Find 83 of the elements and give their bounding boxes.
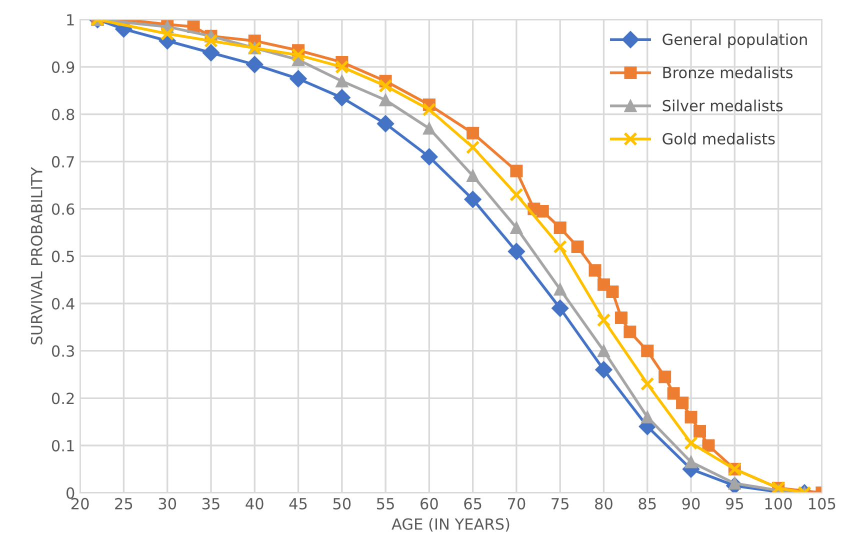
x-tick-label: 30 xyxy=(158,498,176,510)
y-tick-label: 0.7 xyxy=(52,156,74,168)
x-tick-label: 20 xyxy=(71,498,89,510)
point xyxy=(466,140,480,154)
x-tick-label: 80 xyxy=(595,498,612,510)
legend-label: Silver medalists xyxy=(662,100,783,112)
point xyxy=(658,370,672,384)
point xyxy=(676,396,689,410)
point xyxy=(641,344,654,358)
point xyxy=(422,102,436,116)
point xyxy=(336,74,348,88)
point xyxy=(422,122,436,135)
x-tick-label: 40 xyxy=(246,498,264,510)
point xyxy=(510,222,523,234)
y-tick-label: 0.8 xyxy=(52,108,74,120)
y-tick-label: 1 xyxy=(67,14,74,26)
point xyxy=(376,115,394,132)
point xyxy=(641,410,654,424)
point xyxy=(554,283,566,296)
y-tick-label: 0.3 xyxy=(52,345,74,357)
y-tick-label: 0.5 xyxy=(52,250,74,262)
point xyxy=(290,70,307,88)
point xyxy=(160,26,174,41)
point xyxy=(466,126,480,140)
x-tick-label: 75 xyxy=(552,498,568,510)
legend-label: Bronze medalists xyxy=(663,66,793,78)
point xyxy=(728,477,741,490)
y-tick-label: 0.4 xyxy=(52,298,74,310)
point xyxy=(552,300,569,317)
x-tick-label: 100 xyxy=(765,498,792,510)
point xyxy=(684,410,698,424)
point xyxy=(333,89,350,106)
point xyxy=(606,285,619,298)
x-tick-label: 105 xyxy=(809,498,836,510)
point xyxy=(204,34,218,48)
x-axis-title: AGE (IN YEARS) xyxy=(392,518,510,532)
x-tick-label: 90 xyxy=(682,498,700,510)
legend-label: Gold medalists xyxy=(662,132,775,145)
point xyxy=(624,326,636,338)
x-tick-label: 55 xyxy=(377,498,394,510)
y-tick-label: 0.6 xyxy=(52,203,74,215)
point xyxy=(553,240,568,254)
legend-label: General population xyxy=(662,33,807,48)
y-tick-label: 0.1 xyxy=(52,440,74,452)
point xyxy=(291,48,306,62)
point xyxy=(508,242,526,260)
x-tick-label: 35 xyxy=(202,498,220,510)
x-tick-label: 65 xyxy=(464,498,482,510)
point xyxy=(246,56,264,74)
point xyxy=(464,190,482,208)
y-axis-title: SURVIVAL PROBABILITY xyxy=(30,166,42,344)
point xyxy=(420,148,438,166)
point xyxy=(596,313,611,328)
x-tick-label: 50 xyxy=(333,498,351,510)
point xyxy=(702,439,715,452)
point xyxy=(571,240,584,253)
point xyxy=(614,311,628,324)
point xyxy=(510,164,523,178)
point xyxy=(693,425,706,438)
y-tick-label: 0 xyxy=(66,487,74,499)
x-tick-label: 85 xyxy=(638,498,656,510)
point xyxy=(684,456,698,468)
point xyxy=(510,188,524,202)
point xyxy=(684,436,698,450)
point xyxy=(640,377,654,391)
point xyxy=(588,264,602,277)
point xyxy=(379,94,392,106)
point xyxy=(536,204,549,218)
y-tick-label: 0.2 xyxy=(52,392,74,404)
point xyxy=(597,344,610,358)
x-tick-label: 45 xyxy=(289,498,307,510)
y-tick-label: 0.9 xyxy=(52,61,74,73)
point xyxy=(466,170,480,182)
point xyxy=(595,361,612,378)
point xyxy=(554,222,566,234)
x-tick-label: 25 xyxy=(115,498,132,510)
x-tick-label: 95 xyxy=(726,498,744,510)
point xyxy=(202,44,220,62)
x-tick-label: 60 xyxy=(420,498,438,510)
x-tick-label: 70 xyxy=(508,498,526,510)
point xyxy=(378,78,392,93)
point xyxy=(667,387,680,400)
point xyxy=(334,60,349,74)
